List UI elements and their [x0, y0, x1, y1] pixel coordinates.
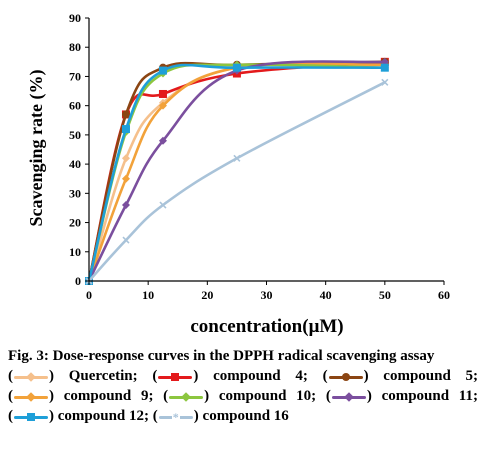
y-tick-label: 50	[69, 128, 81, 142]
y-tick-label: 60	[69, 99, 81, 113]
y-tick-label: 70	[69, 69, 81, 83]
legend-label-compound-9: compound 9;	[63, 388, 154, 404]
legend-swatch-marker	[26, 371, 36, 382]
data-point-compound-12	[121, 125, 130, 134]
legend-swatch-marker	[181, 391, 191, 402]
data-point-compound-16	[159, 201, 167, 209]
series-line-compound-16	[87, 81, 387, 283]
legend-label-compound-12: compound 12;	[57, 408, 150, 424]
data-point-compound-16	[122, 236, 130, 244]
legend-entry-compound-11: () compound 11;	[325, 388, 478, 404]
legend-swatch-compound-4	[158, 371, 193, 383]
legend-label-compound-11: compound 11;	[381, 388, 478, 404]
legend-label-quercetin: Quercetin;	[68, 368, 138, 384]
legend-swatch-compound-16: *	[158, 409, 193, 424]
legend-entry-compound-10: () compound 10;	[163, 388, 317, 404]
series-compound-9	[85, 60, 389, 285]
plot-axes: 0 10 20 30 40 50 60 0 10 20 30 40 50 60 70 80 90	[69, 11, 450, 302]
series-line-compound-11	[87, 60, 387, 283]
figure-title: Dose-response curves in the DPPH radical…	[52, 348, 435, 364]
legend-entry-compound-4: () compound 4;	[152, 368, 308, 384]
data-point-compound-11	[380, 57, 389, 66]
data-point-compound-9	[158, 101, 167, 110]
y-tick-label: 40	[69, 157, 81, 171]
legend-swatch-marker	[27, 412, 35, 421]
figure-label: Fig. 3:	[8, 348, 49, 364]
data-point-quercetin	[121, 154, 130, 163]
x-tick-label: 60	[438, 288, 450, 302]
y-tick-label: 0	[75, 274, 81, 288]
series-quercetin	[85, 60, 389, 285]
y-tick-label: 20	[69, 216, 81, 230]
x-tick-label: 10	[142, 288, 154, 302]
y-tick-label: 10	[69, 245, 81, 259]
plot-curves	[85, 57, 389, 285]
legend-entry-compound-5: () compound 5;	[322, 368, 479, 384]
data-point-compound-12	[380, 63, 389, 72]
data-point-compound-4	[158, 89, 167, 98]
data-point-compound-11	[121, 201, 130, 210]
legend-swatch-marker	[341, 372, 350, 381]
data-point-compound-5	[121, 110, 130, 119]
x-axis-title: concentration(μM)	[190, 316, 343, 337]
x-tick-label: 0	[86, 288, 92, 302]
legend-label-compound-10: compound 10;	[218, 388, 317, 404]
legend-swatch-marker	[26, 391, 36, 402]
x-tick-label: 40	[320, 288, 332, 302]
chart: 0 10 20 30 40 50 60 0 10 20 30 40 50 60 70 80 90 Scaveng…	[26, 11, 450, 337]
series-compound-12	[85, 63, 389, 285]
data-point-compound-12	[158, 66, 167, 75]
legend-swatch-quercetin	[14, 371, 48, 383]
x-tick-label: 20	[201, 288, 213, 302]
y-axis-title: Scavenging rate (%)	[26, 70, 47, 227]
legend-entry-quercetin: () Quercetin;	[8, 368, 138, 384]
legend-swatch-marker	[344, 391, 354, 402]
x-tick-label: 50	[379, 288, 391, 302]
x-tick-label: 30	[261, 288, 273, 302]
series-line-compound-5	[87, 60, 387, 283]
y-tick-label: 30	[69, 186, 81, 200]
series-compound-10	[85, 60, 389, 285]
y-tick-label: 80	[69, 40, 81, 54]
data-point-compound-16	[381, 78, 389, 86]
figure-caption: Fig. 3: Dose-response curves in the DPPH…	[8, 346, 478, 426]
legend-swatch-marker	[171, 372, 180, 381]
legend-swatch-compound-12	[14, 411, 48, 423]
legend-label-compound-4: compound 4;	[213, 368, 308, 384]
legend-entry-compound-9: () compound 9;	[8, 388, 154, 404]
legend-entry-compound-12: () compound 12;	[8, 408, 150, 424]
data-point-compound-11	[158, 136, 167, 145]
legend-swatch-compound-11	[331, 391, 366, 403]
data-point-compound-16	[233, 154, 241, 162]
series-compound-5	[85, 57, 389, 285]
legend-swatch-compound-9	[14, 391, 48, 403]
data-point-compound-12	[232, 63, 241, 72]
y-tick-label: 90	[69, 11, 81, 25]
legend-swatch-compound-10	[169, 391, 204, 403]
legend-swatch-compound-5	[328, 371, 363, 383]
legend-swatch-marker: *	[171, 409, 180, 424]
series-compound-16	[85, 78, 389, 285]
legend-label-compound-5: compound 5;	[383, 368, 479, 384]
legend-entry-compound-16: (*) compound 16	[152, 408, 289, 424]
series-compound-11	[85, 57, 389, 285]
series-compound-4	[85, 57, 389, 285]
legend-label-compound-16: compound 16	[202, 408, 289, 424]
data-point-compound-9	[121, 174, 130, 183]
